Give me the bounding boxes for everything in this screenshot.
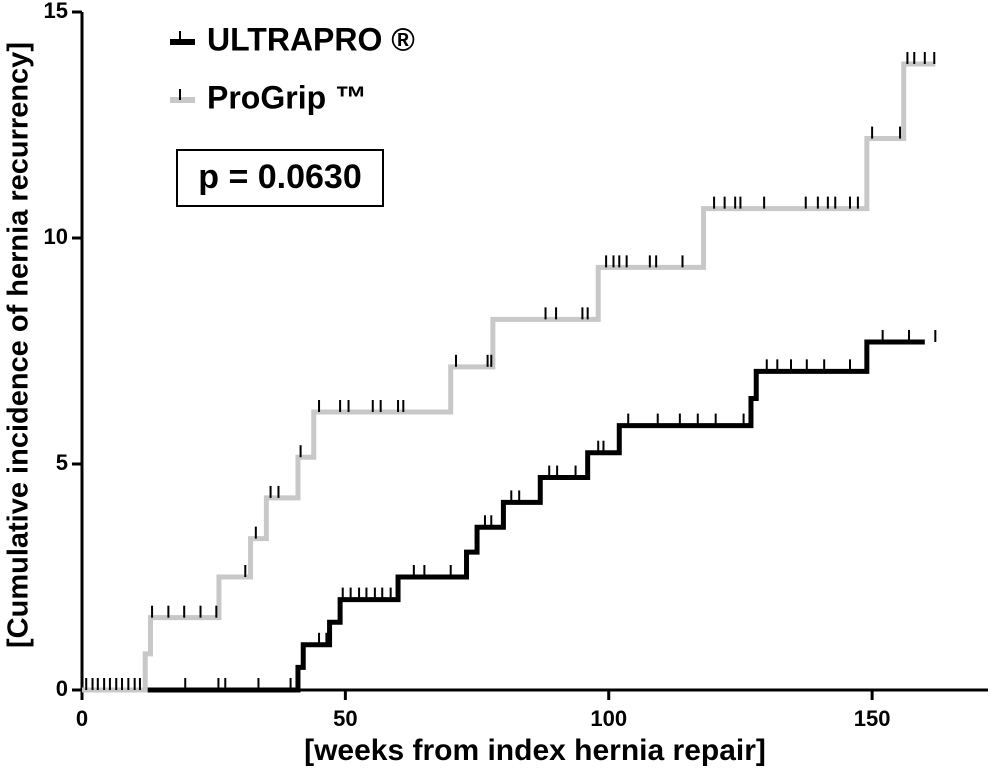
annotation: p = 0.0630 xyxy=(198,158,362,196)
legend-label: ProGrip ™ xyxy=(207,79,367,115)
legend-label: ULTRAPRO ® xyxy=(207,21,415,57)
y-tick-label: 5 xyxy=(56,450,68,475)
x-tick-label: 0 xyxy=(76,706,88,731)
x-tick-label: 100 xyxy=(590,706,627,731)
step-line xyxy=(82,339,925,693)
x-axis-label: [weeks from index hernia repair] xyxy=(304,734,766,767)
x-tick-label: 50 xyxy=(333,706,357,731)
y-tick-label: 15 xyxy=(44,0,68,23)
annotation-box xyxy=(176,149,384,207)
y-tick-label: 10 xyxy=(44,224,68,249)
y-tick-label: 0 xyxy=(56,676,68,701)
x-tick-label: 150 xyxy=(854,706,891,731)
y-axis-label: [Cumulative incidence of hernia recurren… xyxy=(3,42,35,648)
